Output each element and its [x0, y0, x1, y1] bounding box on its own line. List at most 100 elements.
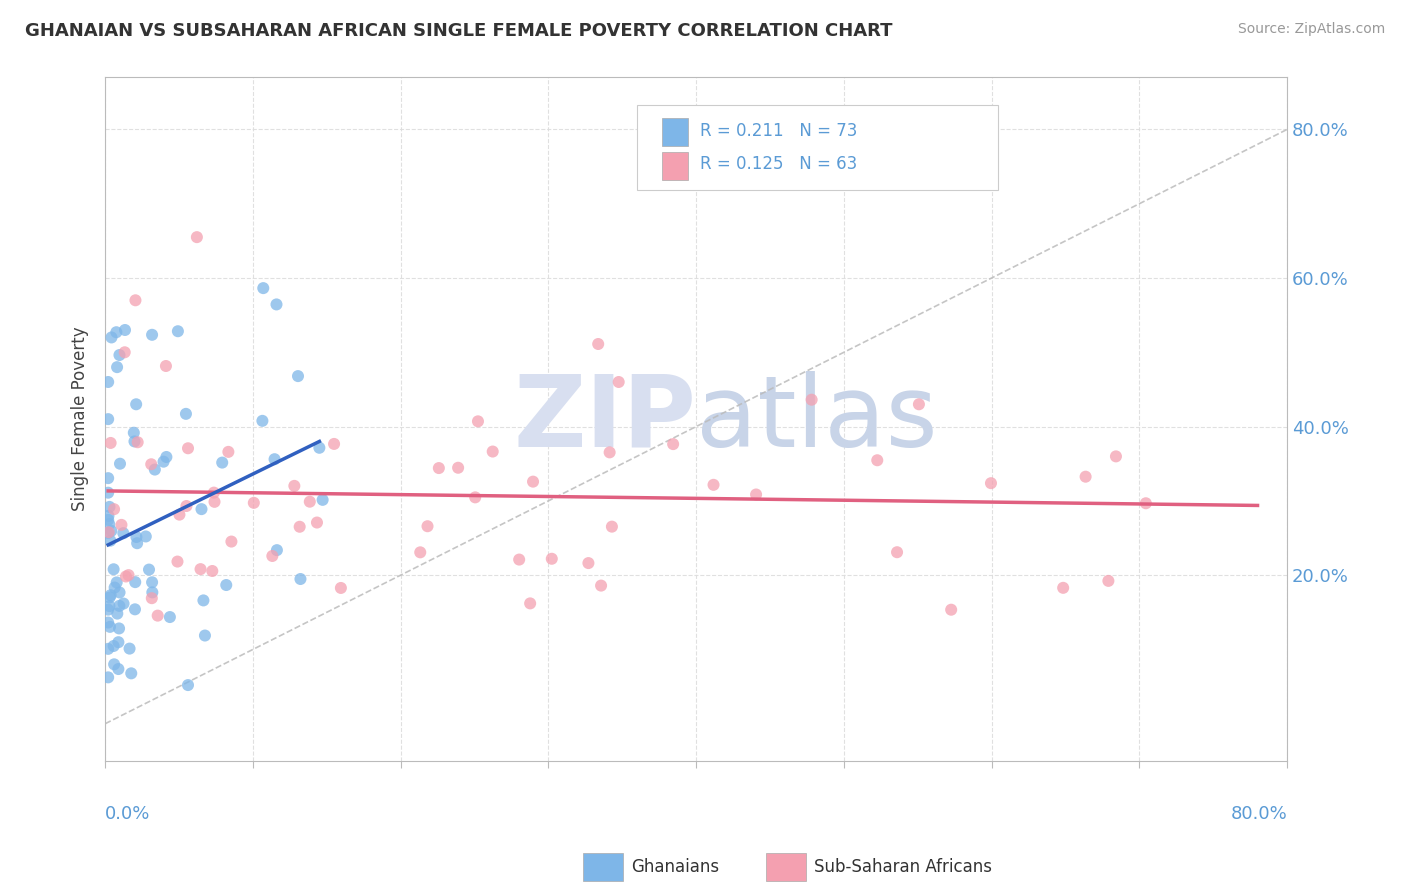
Point — [190, 502, 212, 516]
Point — [103, 657, 125, 672]
FancyBboxPatch shape — [637, 104, 997, 190]
Point — [104, 581, 127, 595]
Text: Sub-Saharan Africans: Sub-Saharan Africans — [814, 858, 993, 876]
Point — [97, 670, 120, 684]
Point — [124, 293, 146, 308]
Point — [886, 545, 908, 559]
Point — [467, 414, 489, 428]
Point — [127, 435, 149, 450]
Point — [167, 324, 190, 338]
Point — [323, 437, 346, 451]
Point — [283, 479, 305, 493]
Point — [97, 485, 120, 500]
Text: atlas: atlas — [696, 371, 938, 467]
Point — [98, 500, 121, 514]
Point — [112, 597, 135, 611]
Point — [1074, 469, 1097, 483]
Point — [176, 499, 198, 513]
Point — [98, 620, 121, 634]
Point — [112, 526, 135, 541]
Point — [211, 456, 233, 470]
Point — [100, 533, 122, 548]
Point — [290, 572, 312, 586]
Point — [215, 578, 238, 592]
Point — [308, 441, 330, 455]
Point — [124, 602, 146, 616]
Point — [138, 563, 160, 577]
Point — [243, 496, 266, 510]
Point — [125, 530, 148, 544]
Point — [135, 529, 157, 543]
Point — [800, 392, 823, 407]
Point — [519, 596, 541, 610]
Point — [908, 397, 931, 411]
Point — [105, 575, 128, 590]
Point — [97, 412, 120, 426]
Point — [481, 444, 503, 458]
Point — [166, 555, 188, 569]
Point — [1105, 450, 1128, 464]
Point — [447, 460, 470, 475]
Point — [464, 491, 486, 505]
Point — [141, 591, 163, 606]
Point — [266, 297, 288, 311]
Text: Ghanaians: Ghanaians — [631, 858, 720, 876]
Point — [103, 502, 125, 516]
Point — [252, 281, 274, 295]
Text: 80.0%: 80.0% — [1230, 805, 1286, 823]
Point — [190, 562, 212, 576]
Point — [578, 556, 600, 570]
Point — [143, 462, 166, 476]
Point — [600, 519, 623, 533]
Point — [186, 230, 208, 244]
Point — [263, 452, 285, 467]
Point — [662, 437, 685, 451]
Bar — [662, 152, 688, 179]
Point — [100, 330, 122, 344]
Point — [409, 545, 432, 559]
Point — [522, 475, 544, 489]
Point — [201, 564, 224, 578]
Text: ZIP: ZIP — [513, 371, 696, 467]
Point — [100, 524, 122, 538]
Point — [108, 599, 131, 613]
Point — [120, 666, 142, 681]
Point — [141, 457, 163, 471]
Point — [508, 552, 530, 566]
Point — [416, 519, 439, 533]
Point — [204, 495, 226, 509]
Point — [98, 591, 121, 605]
Point — [155, 450, 177, 464]
Y-axis label: Single Female Poverty: Single Female Poverty — [72, 326, 89, 511]
Point — [266, 543, 288, 558]
Point — [127, 536, 149, 550]
Point — [287, 369, 309, 384]
Point — [107, 635, 129, 649]
Point — [980, 476, 1002, 491]
Point — [159, 610, 181, 624]
Point — [1135, 496, 1157, 510]
Point — [177, 442, 200, 456]
Point — [866, 453, 889, 467]
Point — [117, 568, 139, 582]
Text: R = 0.125   N = 63: R = 0.125 N = 63 — [700, 155, 856, 173]
Point — [1097, 574, 1119, 588]
Point — [103, 639, 125, 653]
Point — [97, 525, 120, 540]
Point — [174, 407, 197, 421]
Point — [141, 585, 163, 599]
Point — [311, 492, 333, 507]
Point — [941, 603, 963, 617]
Point — [100, 436, 122, 450]
Point — [252, 414, 274, 428]
Point — [105, 607, 128, 621]
Point — [97, 641, 120, 656]
Point — [98, 517, 121, 532]
Point — [591, 578, 613, 592]
Point — [124, 575, 146, 590]
Point — [146, 608, 169, 623]
Point — [125, 397, 148, 411]
Point — [108, 457, 131, 471]
Point — [97, 602, 120, 616]
Point — [305, 516, 328, 530]
